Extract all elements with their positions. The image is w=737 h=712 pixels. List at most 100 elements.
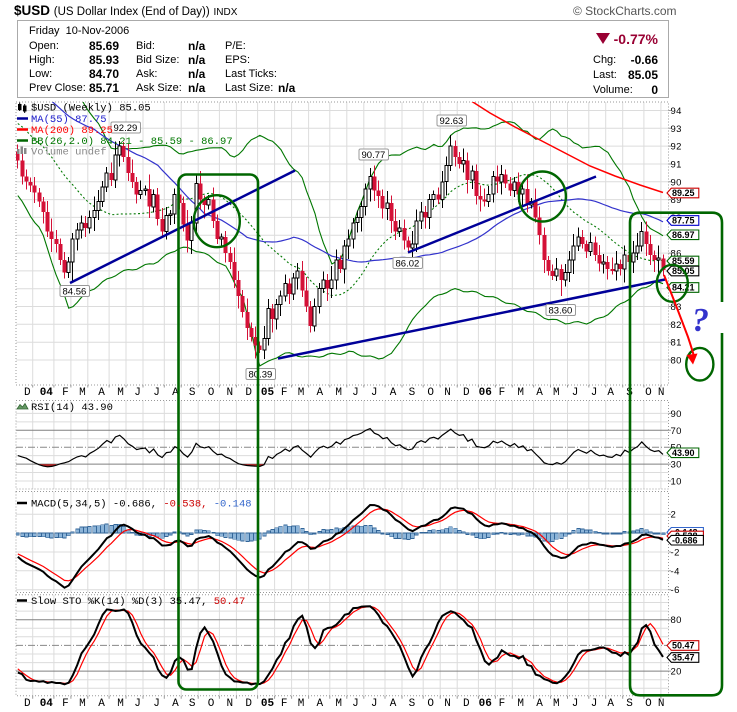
svg-text:J: J	[572, 387, 579, 399]
svg-text:90: 90	[671, 409, 682, 420]
svg-text:82: 82	[671, 320, 682, 331]
svg-text:35.47: 35.47	[672, 653, 695, 663]
svg-text:86: 86	[671, 249, 682, 260]
svg-text:O: O	[427, 698, 434, 710]
svg-text:N: N	[658, 387, 665, 399]
svg-text:-2: -2	[671, 548, 680, 559]
svg-text:RSI(14) 43.90: RSI(14) 43.90	[31, 402, 113, 414]
svg-text:J: J	[352, 387, 359, 399]
svg-text:S: S	[409, 698, 416, 710]
svg-text:A: A	[316, 387, 323, 399]
svg-text:F: F	[499, 387, 506, 399]
svg-text:J: J	[153, 387, 160, 399]
svg-text:80: 80	[671, 615, 682, 626]
svg-text:A: A	[172, 698, 179, 710]
svg-text:N: N	[226, 698, 233, 710]
svg-text:O: O	[427, 387, 434, 399]
svg-text:S: S	[189, 387, 196, 399]
svg-text:81: 81	[671, 338, 682, 349]
svg-text:J: J	[352, 698, 359, 710]
svg-text:$USD (Weekly) 85.05: $USD (Weekly) 85.05	[31, 103, 151, 115]
svg-text:D: D	[24, 387, 31, 399]
svg-text:J: J	[572, 698, 579, 710]
svg-text:A: A	[536, 698, 543, 710]
svg-text:90.77: 90.77	[362, 150, 386, 161]
svg-text:M: M	[117, 698, 124, 710]
svg-text:M: M	[335, 698, 342, 710]
svg-text:M: M	[553, 698, 560, 710]
svg-text:N: N	[226, 387, 233, 399]
svg-text:MA(200) 89.25: MA(200) 89.25	[31, 125, 113, 137]
svg-text:06: 06	[479, 698, 492, 710]
svg-text:J: J	[134, 387, 141, 399]
svg-text:84.56: 84.56	[63, 287, 87, 298]
svg-text:M: M	[517, 698, 524, 710]
svg-text:M: M	[79, 698, 86, 710]
svg-text:M: M	[117, 387, 124, 399]
svg-text:94: 94	[671, 106, 682, 117]
svg-text:O: O	[208, 698, 215, 710]
svg-text:93: 93	[671, 124, 682, 135]
svg-text:F: F	[62, 387, 69, 399]
svg-text:N: N	[658, 698, 665, 710]
svg-text:20: 20	[671, 667, 682, 678]
svg-text:A: A	[390, 698, 397, 710]
svg-text:04: 04	[40, 387, 54, 399]
svg-text:Volume undef: Volume undef	[31, 147, 107, 159]
svg-text:84.21: 84.21	[672, 283, 695, 293]
svg-text:J: J	[153, 698, 160, 710]
svg-text:D: D	[245, 387, 252, 399]
svg-text:89.25: 89.25	[672, 188, 695, 198]
svg-text:-4: -4	[671, 566, 680, 577]
svg-text:F: F	[281, 387, 288, 399]
svg-text:04: 04	[40, 698, 54, 710]
svg-text:J: J	[591, 698, 598, 710]
svg-text:06: 06	[479, 387, 492, 399]
svg-text:M: M	[298, 698, 305, 710]
svg-text:D: D	[463, 698, 470, 710]
svg-text:70: 70	[671, 426, 682, 437]
svg-text:Slow STO %K(14) %D(3) 35.47, 5: Slow STO %K(14) %D(3) 35.47, 50.47	[31, 596, 245, 608]
svg-text:2: 2	[671, 510, 677, 521]
svg-text:80.39: 80.39	[249, 370, 273, 381]
svg-text:80: 80	[671, 356, 682, 367]
svg-text:85.59: 85.59	[672, 256, 695, 266]
svg-text:83.60: 83.60	[549, 306, 573, 317]
svg-text:M: M	[79, 387, 86, 399]
svg-text:50.47: 50.47	[672, 641, 695, 651]
svg-text:86.02: 86.02	[396, 259, 420, 270]
svg-text:O: O	[645, 698, 652, 710]
svg-text:S: S	[409, 387, 416, 399]
svg-text:S: S	[189, 698, 196, 710]
svg-text:89: 89	[671, 195, 682, 206]
svg-text:05: 05	[261, 387, 275, 399]
svg-text:S: S	[626, 698, 633, 710]
svg-text:D: D	[463, 387, 470, 399]
svg-text:M: M	[298, 387, 305, 399]
svg-text:M: M	[335, 387, 342, 399]
svg-text:MA(55) 87.75: MA(55) 87.75	[31, 114, 107, 126]
svg-text:-0.686: -0.686	[672, 535, 698, 545]
svg-text:A: A	[607, 698, 614, 710]
svg-text:92.29: 92.29	[114, 123, 138, 134]
svg-text:J: J	[371, 387, 378, 399]
svg-text:05: 05	[261, 698, 275, 710]
svg-text:A: A	[607, 387, 614, 399]
svg-text:?: ?	[692, 302, 709, 339]
svg-text:-6: -6	[671, 585, 680, 596]
svg-text:10: 10	[671, 477, 682, 488]
svg-text:MACD(5,34,5) -0.686, -0.538, -: MACD(5,34,5) -0.686, -0.538, -0.148	[31, 499, 252, 511]
svg-text:90: 90	[671, 177, 682, 188]
svg-text:92: 92	[671, 142, 682, 153]
svg-text:A: A	[172, 387, 179, 399]
svg-text:F: F	[499, 698, 506, 710]
svg-text:BB(26,2.0) 84.21 - 85.59 - 86.: BB(26,2.0) 84.21 - 85.59 - 86.97	[31, 136, 233, 148]
svg-text:N: N	[444, 698, 451, 710]
svg-text:A: A	[390, 387, 397, 399]
svg-text:92.63: 92.63	[440, 116, 464, 127]
svg-text:M: M	[553, 387, 560, 399]
svg-text:N: N	[444, 387, 451, 399]
svg-text:F: F	[62, 698, 69, 710]
svg-text:F: F	[281, 698, 288, 710]
svg-text:30: 30	[671, 460, 682, 471]
